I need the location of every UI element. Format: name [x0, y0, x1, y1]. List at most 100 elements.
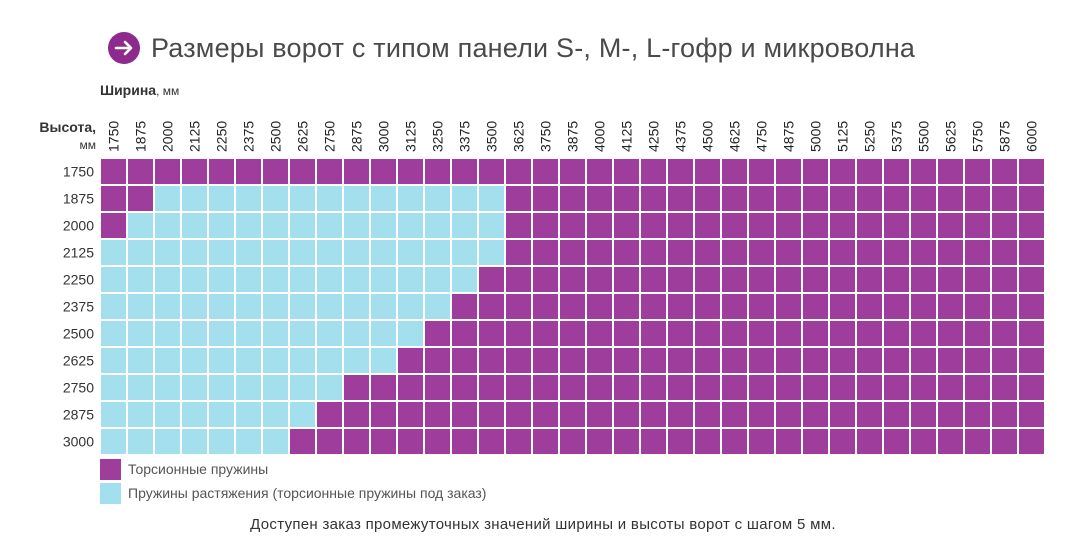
cell-3250x2500-torsion [423, 319, 452, 348]
col-header-5750: 5750 [970, 121, 986, 152]
cell-2375x2375-extension [234, 292, 263, 321]
cell-2500x1875-extension [261, 184, 290, 213]
col-header-5875: 5875 [997, 121, 1013, 152]
cell-5500x1875-torsion [909, 184, 938, 213]
cell-4750x1750-torsion [747, 157, 776, 186]
cell-5750x2250-torsion [963, 265, 992, 294]
col-header-4375: 4375 [673, 121, 689, 152]
cell-4500x2250-torsion [693, 265, 722, 294]
cell-3000x2375-extension [369, 292, 398, 321]
cell-2000x2875-extension [153, 400, 182, 429]
col-header-3250: 3250 [430, 121, 446, 152]
cell-4250x2750-torsion [639, 373, 668, 402]
cell-2625x2250-extension [288, 265, 317, 294]
cell-1875x2250-extension [126, 265, 155, 294]
cell-3250x3000-torsion [423, 427, 452, 456]
cell-5250x2750-torsion [855, 373, 884, 402]
cell-1875x1875-torsion [126, 184, 155, 213]
cell-2750x2000-extension [315, 211, 344, 240]
cell-2625x2875-extension [288, 400, 317, 429]
cell-3250x1875-extension [423, 184, 452, 213]
cell-4000x2875-torsion [585, 400, 614, 429]
cell-2625x2000-extension [288, 211, 317, 240]
row-header-2875: 2875 [63, 407, 94, 423]
cell-4500x2500-torsion [693, 319, 722, 348]
row-header-2250: 2250 [63, 272, 94, 288]
cell-1875x1750-torsion [126, 157, 155, 186]
cell-5875x3000-torsion [990, 427, 1019, 456]
cell-2875x1750-torsion [342, 157, 371, 186]
cell-1875x3000-extension [126, 427, 155, 456]
cell-4375x2875-torsion [666, 400, 695, 429]
col-header-2875: 2875 [349, 121, 365, 152]
col-header-5500: 5500 [916, 121, 932, 152]
cell-2750x2375-extension [315, 292, 344, 321]
cell-3750x3000-torsion [531, 427, 560, 456]
cell-3625x2500-torsion [504, 319, 533, 348]
cell-3875x2750-torsion [558, 373, 587, 402]
cell-4000x2000-torsion [585, 211, 614, 240]
cell-2500x2125-extension [261, 238, 290, 267]
cell-2375x2625-extension [234, 346, 263, 375]
cell-3125x2500-extension [396, 319, 425, 348]
cell-5375x2875-torsion [882, 400, 911, 429]
cell-1875x2875-extension [126, 400, 155, 429]
legend-swatch-torsion [100, 459, 121, 480]
col-header-5375: 5375 [889, 121, 905, 152]
cell-4000x3000-torsion [585, 427, 614, 456]
cell-5875x1750-torsion [990, 157, 1019, 186]
cell-5000x3000-torsion [801, 427, 830, 456]
cell-4625x2125-torsion [720, 238, 749, 267]
cell-5750x2875-torsion [963, 400, 992, 429]
col-header-2125: 2125 [187, 121, 203, 152]
cell-2750x2250-extension [315, 265, 344, 294]
cell-5375x2000-torsion [882, 211, 911, 240]
cell-5875x2500-torsion [990, 319, 1019, 348]
cell-5250x2500-torsion [855, 319, 884, 348]
cell-5875x1875-torsion [990, 184, 1019, 213]
cell-5000x2625-torsion [801, 346, 830, 375]
cell-4875x2250-torsion [774, 265, 803, 294]
cell-5500x3000-torsion [909, 427, 938, 456]
cell-3875x2125-torsion [558, 238, 587, 267]
cell-5375x1750-torsion [882, 157, 911, 186]
cell-2125x2750-extension [180, 373, 209, 402]
cell-3500x2375-torsion [477, 292, 506, 321]
cell-2750x2875-torsion [315, 400, 344, 429]
cell-5500x2250-torsion [909, 265, 938, 294]
cell-5500x2500-torsion [909, 319, 938, 348]
cell-2000x2125-extension [153, 238, 182, 267]
cell-2250x2375-extension [207, 292, 236, 321]
cell-3625x2750-torsion [504, 373, 533, 402]
cell-4625x2375-torsion [720, 292, 749, 321]
cell-4250x2875-torsion [639, 400, 668, 429]
cell-1875x2625-extension [126, 346, 155, 375]
cell-2000x2375-extension [153, 292, 182, 321]
cell-3375x2375-torsion [450, 292, 479, 321]
cell-3000x2750-torsion [369, 373, 398, 402]
cell-3125x1875-extension [396, 184, 425, 213]
cell-2500x2500-extension [261, 319, 290, 348]
cell-2750x2125-extension [315, 238, 344, 267]
cell-3375x3000-torsion [450, 427, 479, 456]
cell-5625x2500-torsion [936, 319, 965, 348]
cell-5125x1750-torsion [828, 157, 857, 186]
cell-4625x3000-torsion [720, 427, 749, 456]
cell-2250x2875-extension [207, 400, 236, 429]
cell-4750x2750-torsion [747, 373, 776, 402]
col-header-2750: 2750 [322, 121, 338, 152]
col-header-3750: 3750 [538, 121, 554, 152]
cell-2125x1750-torsion [180, 157, 209, 186]
col-header-2250: 2250 [214, 121, 230, 152]
cell-4500x2375-torsion [693, 292, 722, 321]
row-header-1875: 1875 [63, 191, 94, 207]
cell-5250x2000-torsion [855, 211, 884, 240]
cell-5500x2625-torsion [909, 346, 938, 375]
cell-4000x2250-torsion [585, 265, 614, 294]
cell-5375x3000-torsion [882, 427, 911, 456]
col-header-5125: 5125 [835, 121, 851, 152]
cell-2750x2750-extension [315, 373, 344, 402]
cell-3750x2000-torsion [531, 211, 560, 240]
cell-2875x3000-torsion [342, 427, 371, 456]
cell-4125x2875-torsion [612, 400, 641, 429]
